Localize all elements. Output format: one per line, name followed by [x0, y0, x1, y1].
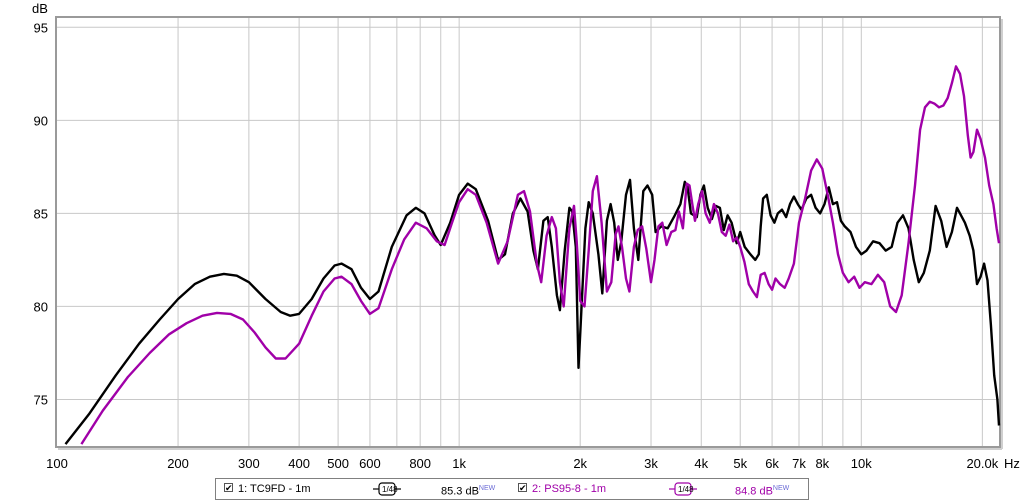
- legend-checkbox-2[interactable]: ✔: [518, 483, 527, 493]
- legend-level-2: 84.8 dBNEW: [735, 483, 789, 498]
- legend-label-2: 2: PS95-8 - 1m: [532, 483, 606, 495]
- x-tick-label: 100: [46, 456, 68, 471]
- x-tick-label: 1k: [452, 456, 466, 471]
- x-tick-label: 400: [288, 456, 310, 471]
- y-axis-unit-label: dB: [32, 1, 48, 16]
- x-tick-label: 300: [238, 456, 260, 471]
- y-tick-label: 80: [34, 299, 48, 314]
- legend-new-badge-1: NEW: [478, 485, 496, 492]
- series-line-1: [64, 178, 1001, 445]
- y-tick-labels: 75 80 85 90 95: [34, 20, 48, 407]
- legend-smoothing-1: 1/48: [382, 485, 398, 494]
- x-tick-label: 3k: [644, 456, 658, 471]
- x-axis-unit-label: Hz: [1004, 456, 1020, 471]
- x-tick-label: 6k: [765, 456, 779, 471]
- legend-smoothing-2: 1/48: [678, 485, 694, 494]
- legend-smoothing-icon-2[interactable]: [669, 482, 697, 496]
- y-tick-label: 75: [34, 392, 48, 407]
- series-lines: [64, 65, 1001, 445]
- legend-level-1: 85.3 dBNEW: [441, 483, 495, 498]
- x-tick-label: 600: [359, 456, 381, 471]
- series-line-2: [80, 65, 1001, 445]
- x-tick-label: 5k: [733, 456, 747, 471]
- x-tick-label: 200: [167, 456, 189, 471]
- y-tick-label: 85: [34, 206, 48, 221]
- y-tick-label: 95: [34, 20, 48, 35]
- x-tick-label: 800: [409, 456, 431, 471]
- legend-label-1: 1: TC9FD - 1m: [238, 483, 311, 495]
- x-tick-label: 2k: [573, 456, 587, 471]
- legend-new-badge-2: NEW: [772, 485, 790, 492]
- y-tick-label: 90: [34, 113, 48, 128]
- x-tick-labels: 100 200 300 400 500 600 800 1k 2k 3k 4k 5k 6k 7k 8k 10k…: [46, 456, 999, 471]
- plot-area: [55, 16, 1001, 448]
- legend-smoothing-icon-1[interactable]: [373, 482, 401, 496]
- legend-level-value-2: 84.8 dB: [735, 485, 773, 498]
- legend: ✔ 1: TC9FD - 1m 1/48 85.3 dBNEW ✔ 2: PS9…: [215, 478, 809, 500]
- frequency-response-chart: dB 75 80 85 90 95 100 200 300 400 500 600 800 1k 2k 3…: [32, 1, 1020, 471]
- x-tick-label: 500: [327, 456, 349, 471]
- x-tick-label: 10k: [851, 456, 872, 471]
- x-tick-label: 4k: [694, 456, 708, 471]
- x-tick-label: 8k: [815, 456, 829, 471]
- legend-checkbox-1[interactable]: ✔: [224, 483, 233, 493]
- x-tick-label: 7k: [792, 456, 806, 471]
- x-tick-label: 20.0k: [966, 456, 998, 471]
- legend-level-value-1: 85.3 dB: [441, 485, 479, 498]
